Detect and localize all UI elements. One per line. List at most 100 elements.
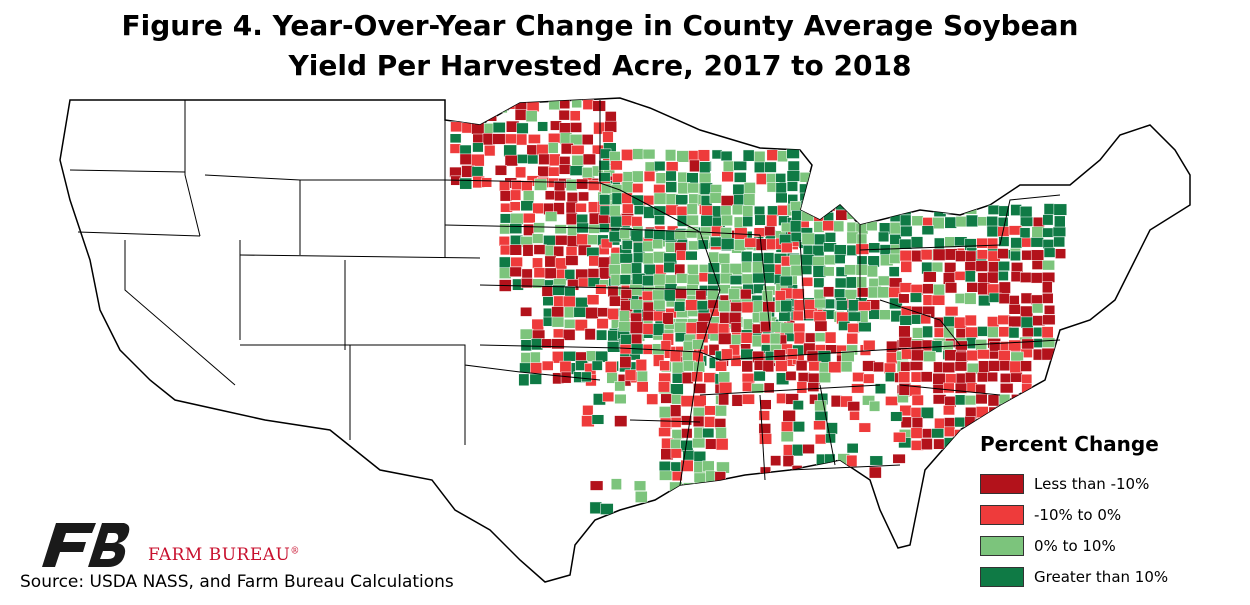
county-cell <box>833 220 845 232</box>
county-cell <box>472 133 484 144</box>
county-cell <box>863 373 875 384</box>
county-cell <box>604 361 617 373</box>
county-cell <box>801 211 815 222</box>
county-cell <box>898 293 910 304</box>
county-cell <box>944 349 957 362</box>
county-cell <box>997 406 1009 418</box>
county-cell <box>822 220 835 232</box>
county-cell <box>449 143 462 154</box>
county-cell <box>504 154 518 167</box>
county-cell <box>569 110 581 122</box>
county-cell <box>873 361 884 373</box>
border-tn-south <box>699 384 881 396</box>
county-cell <box>533 244 547 255</box>
county-cell <box>769 332 781 345</box>
county-cell <box>964 372 977 384</box>
county-cell <box>660 393 673 404</box>
county-cell <box>693 361 705 373</box>
county-cell <box>702 482 715 495</box>
border-ms-river <box>679 231 721 486</box>
county-cell <box>641 290 654 301</box>
county-cell <box>998 261 1010 272</box>
legend-label: -10% to 0% <box>1034 506 1122 524</box>
county-cell <box>1020 216 1033 227</box>
legend-swatch <box>980 536 1024 556</box>
county-cell <box>824 232 836 243</box>
county-cell <box>807 382 820 392</box>
county-cell <box>779 275 793 287</box>
county-cell <box>614 381 626 392</box>
county-cell <box>900 205 912 216</box>
county-cell <box>588 224 602 234</box>
county-cell <box>923 271 937 283</box>
county-cell <box>696 300 708 311</box>
county-cell <box>999 416 1011 429</box>
county-cell <box>686 214 699 226</box>
county-cell <box>686 274 700 286</box>
county-cell <box>720 150 733 162</box>
county-cell <box>632 170 644 183</box>
legend-title: Percent Change <box>980 432 1159 456</box>
county-cell <box>685 250 698 261</box>
county-cell <box>553 202 565 215</box>
county-cell <box>763 272 775 284</box>
county-cell <box>544 267 557 279</box>
county-cell <box>1020 292 1033 304</box>
county-cell <box>964 437 977 450</box>
county-cell <box>555 235 569 246</box>
county-cell <box>618 310 630 323</box>
county-cell <box>494 165 507 176</box>
county-cell <box>569 165 584 176</box>
county-cell <box>801 232 816 245</box>
county-cell <box>703 372 717 383</box>
county-cell <box>741 301 755 314</box>
county-cell <box>631 333 643 345</box>
county-cell <box>766 149 779 161</box>
county-cell <box>909 292 922 303</box>
border-il-in <box>759 234 771 331</box>
county-cell <box>532 233 544 244</box>
border-ks-ok <box>479 344 621 349</box>
county-cell <box>494 101 508 114</box>
county-cell <box>868 242 881 254</box>
county-cell <box>720 214 733 227</box>
county-cell <box>836 300 848 311</box>
county-cell <box>714 483 728 493</box>
county-cell <box>720 237 735 250</box>
county-cell <box>786 348 798 360</box>
county-cell <box>823 286 835 298</box>
county-cell <box>586 247 600 257</box>
county-cell <box>709 192 722 204</box>
county-cell <box>766 214 778 227</box>
county-cell <box>671 361 685 374</box>
county-cell <box>964 270 976 283</box>
county-cell <box>920 407 934 419</box>
county-cell <box>998 236 1010 247</box>
county-cell <box>619 229 630 240</box>
county-cell <box>582 153 596 166</box>
county-cell <box>643 263 658 276</box>
county-cell <box>718 393 730 406</box>
county-cell <box>471 153 485 167</box>
county-cell <box>693 383 707 394</box>
county-cell <box>1042 260 1055 271</box>
border-ar-la <box>629 419 701 423</box>
county-cell <box>846 231 859 244</box>
county-cell <box>1042 214 1054 226</box>
county-cell <box>933 283 945 296</box>
county-cell <box>796 381 808 394</box>
county-cell <box>598 172 611 182</box>
brand-name: FARM BUREAU <box>148 545 291 565</box>
county-cell <box>671 471 683 482</box>
county-cell <box>702 460 715 473</box>
county-cell <box>773 349 786 361</box>
county-cell <box>762 360 775 373</box>
county-cell <box>743 182 756 194</box>
county-cell <box>943 382 955 394</box>
county-cell <box>499 223 512 235</box>
county-cell <box>733 160 747 171</box>
county-cell <box>886 351 898 365</box>
border-ky-tn <box>719 349 881 361</box>
county-cell <box>685 299 699 311</box>
